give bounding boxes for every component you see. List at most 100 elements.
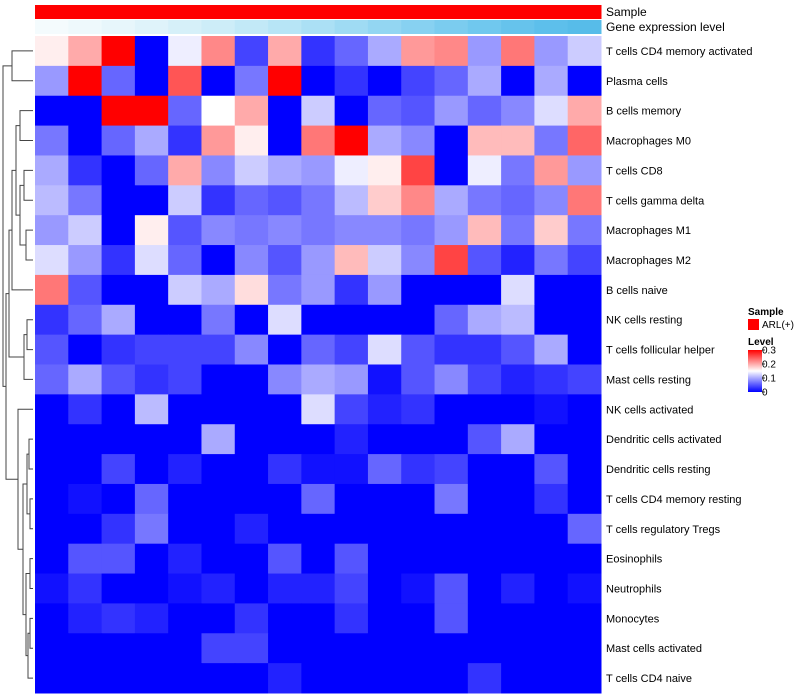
heatmap-cell [367, 95, 402, 127]
heatmap-cell [134, 394, 169, 425]
heatmap-cell [201, 663, 236, 694]
heatmap-cell [68, 334, 103, 365]
heatmap-cell [68, 65, 103, 97]
heatmap-cell [35, 424, 69, 455]
heatmap-cell [201, 513, 236, 545]
dendrogram-branch [28, 438, 33, 470]
heatmap-cell [567, 364, 602, 395]
sample-annotation-cell [434, 5, 469, 19]
heatmap-cell [467, 603, 502, 634]
heatmap-cell [268, 663, 302, 694]
heatmap-cell [134, 245, 169, 276]
heatmap-cell [101, 155, 136, 186]
heatmap-cell [501, 125, 535, 156]
heatmap-cell [501, 304, 535, 336]
heatmap-cell [35, 125, 69, 156]
heatmap-cell [501, 185, 535, 216]
heatmap-cell [567, 274, 602, 306]
heatmap-cell [434, 274, 469, 306]
heatmap-cell [334, 603, 369, 634]
heatmap-cell [567, 573, 602, 604]
heatmap-cell [467, 663, 502, 694]
heatmap-cell [201, 483, 236, 515]
heatmap-cell [301, 185, 336, 216]
row-labels: T cells CD4 memory activated Plasma cells… [606, 46, 753, 685]
heatmap-cell [201, 424, 236, 455]
heatmap-cell [68, 95, 103, 127]
heatmap-cell [367, 274, 402, 306]
dendrogram-branch [26, 319, 33, 351]
heatmap-cell [168, 573, 202, 604]
heatmap-cell [501, 95, 535, 127]
heatmap-cell [434, 65, 469, 97]
dendrogram-branch [2, 65, 12, 387]
heatmap-cell [334, 424, 369, 455]
heatmap-cell [201, 364, 236, 395]
heatmap-cell [234, 245, 269, 276]
heatmap-cell [134, 334, 169, 365]
heatmap-cell [334, 95, 369, 127]
heatmap-cell [467, 394, 502, 425]
dendrogram-branch [19, 184, 26, 246]
gene-expression-annotation-cell [301, 20, 336, 34]
heatmap-cell [168, 424, 202, 455]
heatmap-cell [301, 304, 336, 336]
heatmap-cell [234, 543, 269, 575]
heatmap-cell [334, 454, 369, 485]
heatmap-cell [234, 454, 269, 485]
heatmap-cell [35, 543, 69, 575]
sample-annotation-cell [367, 5, 402, 19]
row-label: B cells memory [606, 106, 682, 118]
heatmap-cell [168, 603, 202, 634]
heatmap-cell [268, 364, 302, 395]
legend-tick-label: 0.1 [762, 374, 776, 385]
heatmap-cell [168, 125, 202, 156]
heatmap-cell [467, 274, 502, 306]
heatmap-cell [68, 513, 103, 545]
heatmap-cell [301, 36, 336, 67]
heatmap-cell [567, 304, 602, 336]
heatmap-cell [35, 334, 69, 365]
heatmap-cell [68, 663, 103, 694]
heatmap-cell [101, 394, 136, 425]
heatmap-cell [134, 65, 169, 97]
heatmap-cell [234, 274, 269, 306]
heatmap-cell [467, 95, 502, 127]
heatmap-cell [467, 483, 502, 515]
heatmap-cell [134, 424, 169, 455]
legend-tick-label: 0 [762, 388, 768, 399]
heatmap-cell [134, 185, 169, 216]
sample-annotation-cell [68, 5, 103, 19]
heatmap-cell [334, 663, 369, 694]
heatmap-cell [35, 663, 69, 694]
heatmap-cell [401, 215, 436, 246]
heatmap-cell [68, 185, 103, 216]
heatmap-cell [434, 633, 469, 664]
legend-level-ticks: 0.3 0.2 0.1 0 [762, 346, 776, 399]
heatmap-cell [268, 573, 302, 604]
heatmap-cell [501, 573, 535, 604]
heatmap-cell [501, 36, 535, 67]
gene-expression-annotation-cell [534, 20, 569, 34]
row-label: Eosinophils [606, 554, 663, 566]
heatmap-cell [467, 245, 502, 276]
heatmap-cell [401, 334, 436, 365]
heatmap-cell [434, 603, 469, 634]
gene-expression-annotation-cell [101, 20, 136, 34]
heatmap-cell [401, 304, 436, 336]
row-label: Mast cells resting [606, 374, 691, 386]
heatmap-cell [234, 95, 269, 127]
sample-annotation-cell [35, 5, 69, 19]
heatmap-cell [501, 424, 535, 455]
gene-expression-annotation-cell [168, 20, 202, 34]
row-label: Neutrophils [606, 583, 662, 595]
heatmap-cell [367, 364, 402, 395]
heatmap-cell [534, 603, 569, 634]
heatmap-cell [401, 245, 436, 276]
heatmap-cell [35, 155, 69, 186]
heatmap-cell [501, 245, 535, 276]
gene-expression-annotation-cell [367, 20, 402, 34]
heatmap-cell [567, 483, 602, 515]
heatmap-cell [134, 573, 169, 604]
heatmap-cell [68, 304, 103, 336]
